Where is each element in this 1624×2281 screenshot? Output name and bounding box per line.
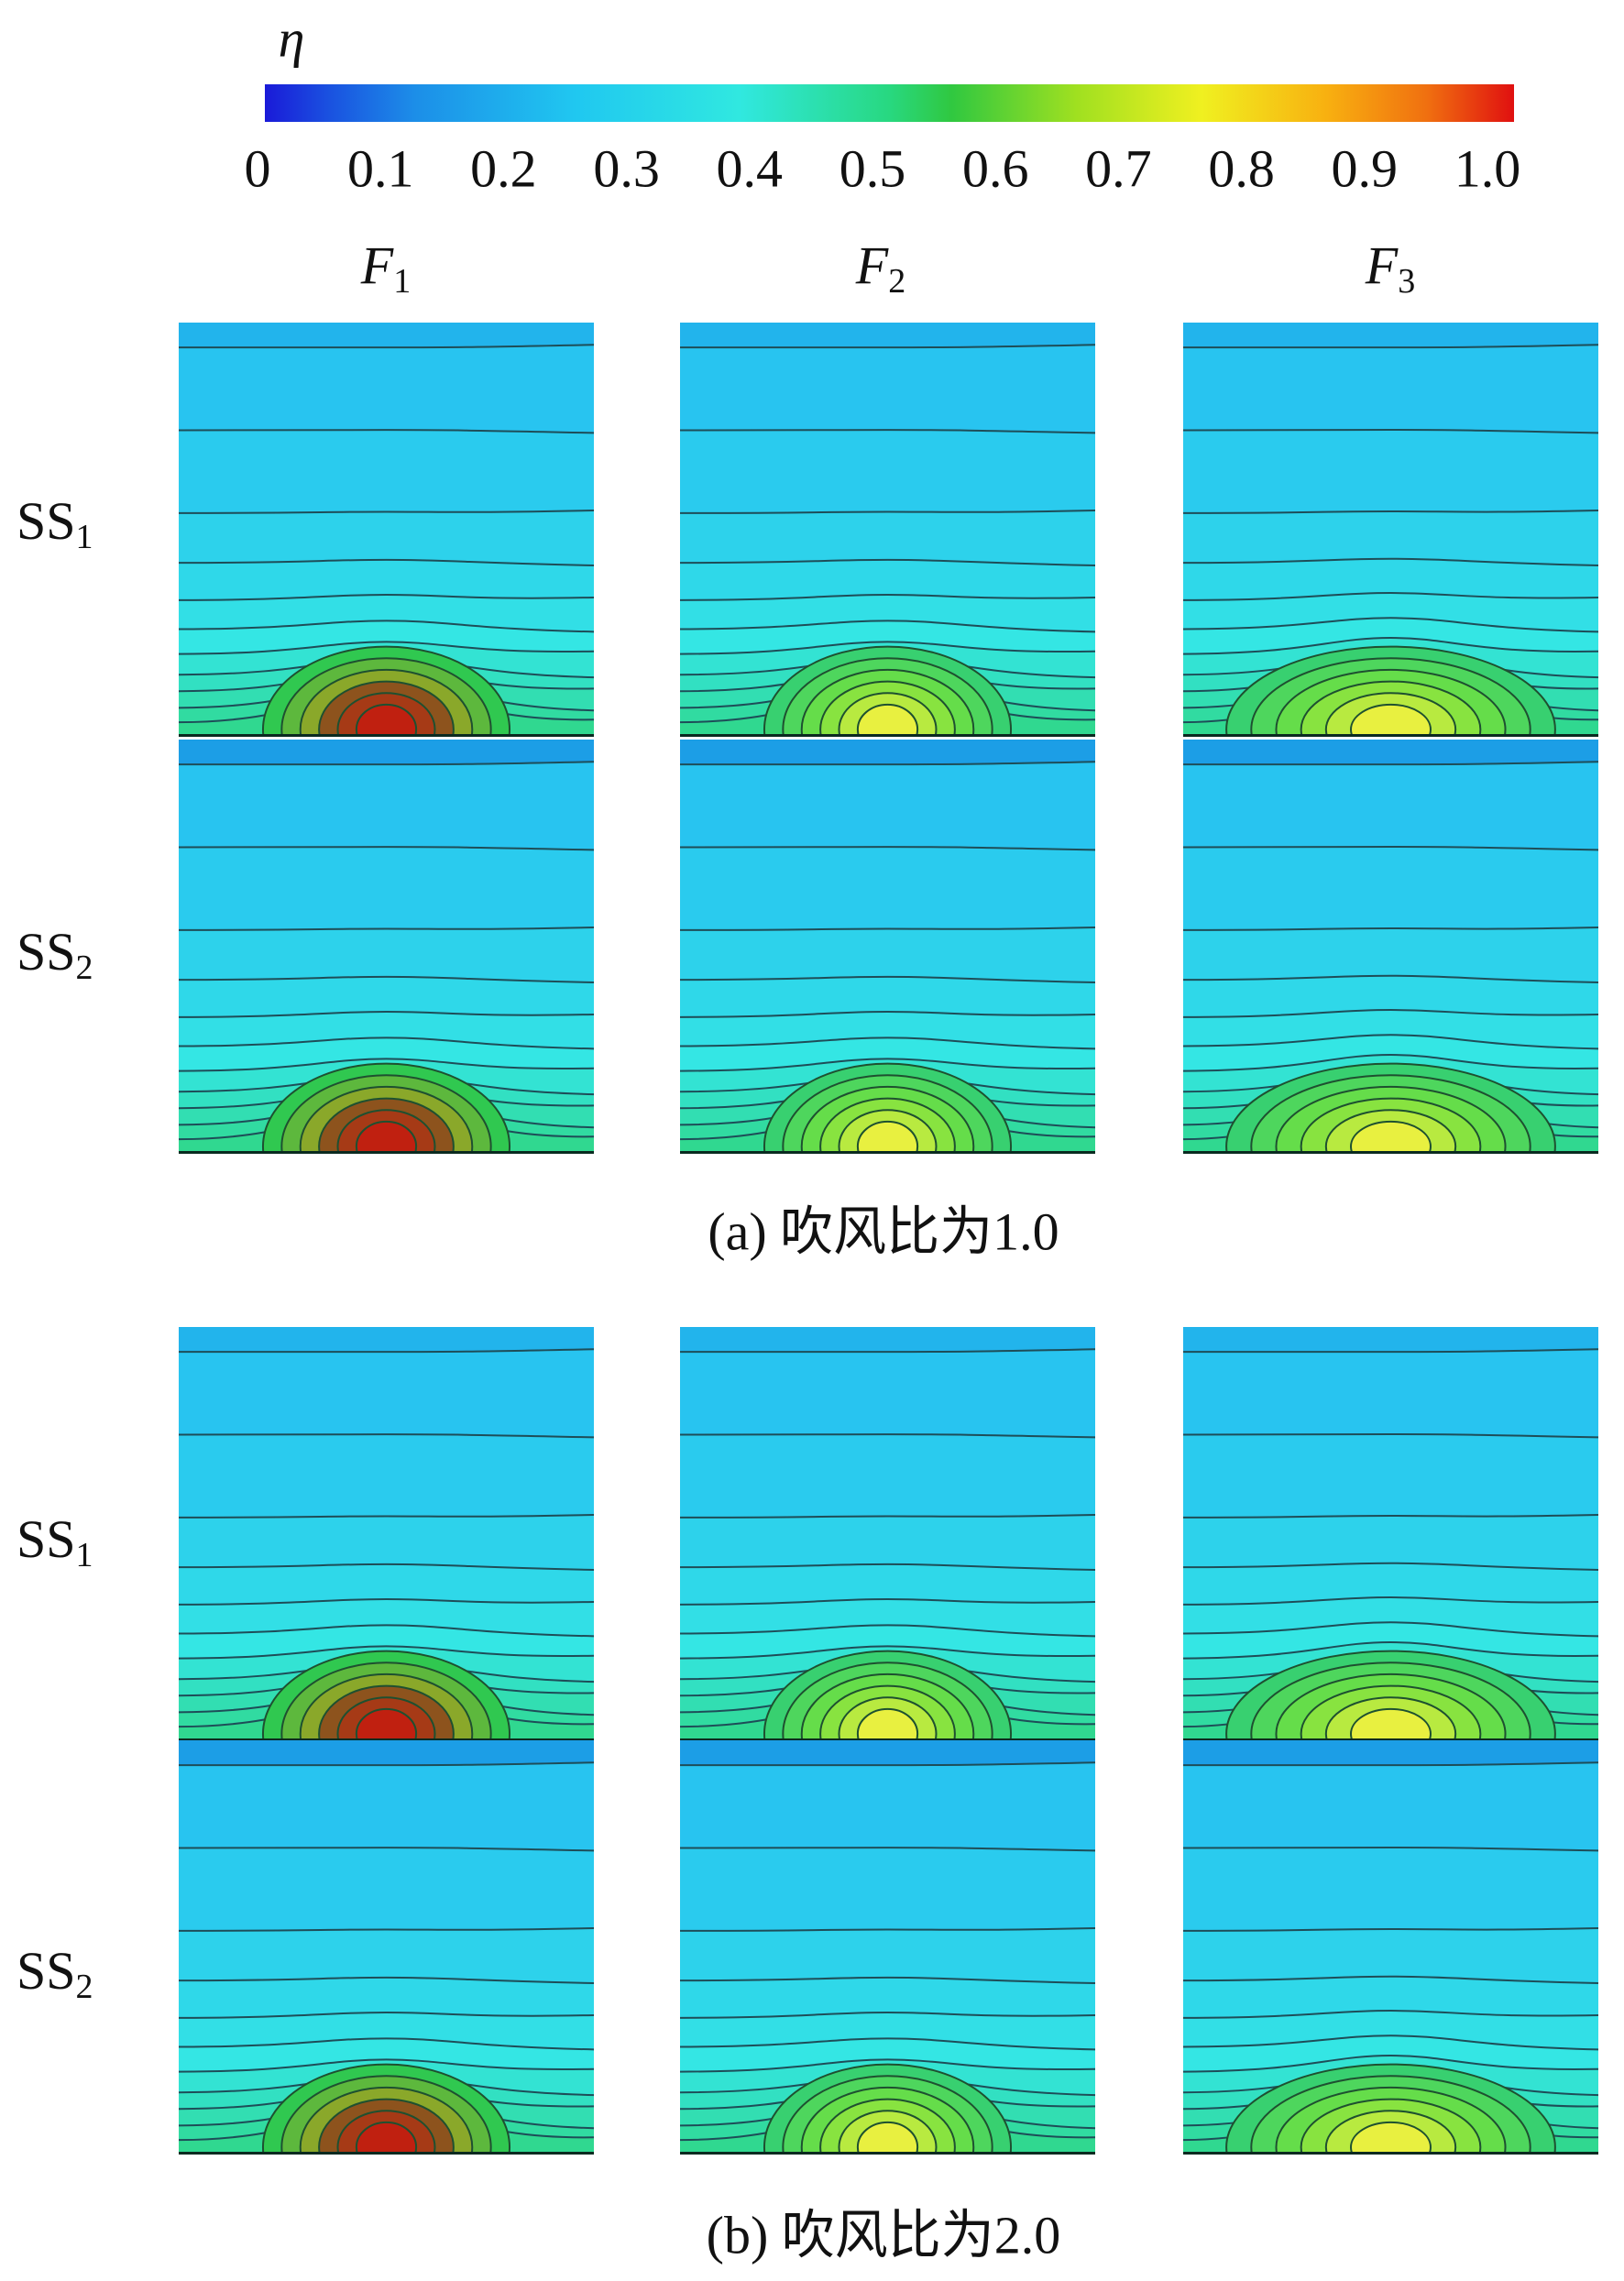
colorbar: [265, 84, 1514, 122]
row-label-symbol: SS: [16, 1941, 76, 2001]
contour-ring: [856, 1120, 919, 1154]
column-label: F3: [1365, 236, 1415, 300]
colorbar-tick-label: 0.3: [593, 138, 660, 198]
contour-ring: [355, 2121, 418, 2155]
colorbar-tick-label: 0.6: [962, 138, 1029, 198]
row-label: SS1: [16, 491, 93, 555]
contour-panel: [179, 740, 594, 1154]
contour-panel: [179, 1327, 594, 1741]
column-label: F2: [855, 236, 905, 300]
row-label-symbol: SS: [16, 922, 76, 981]
contour-ring: [856, 2121, 919, 2155]
column-label-symbol: F: [855, 236, 889, 295]
contour-ring: [1350, 1707, 1432, 1741]
row-label: SS2: [16, 1941, 93, 2005]
row-label-subscript: 2: [76, 949, 93, 987]
colorbar-tick-label: 0.4: [717, 138, 784, 198]
contour-ring: [856, 1707, 919, 1741]
row-label-subscript: 2: [76, 1968, 93, 2006]
contour-panel: [179, 1740, 594, 2155]
contour-ring: [355, 1707, 418, 1741]
contour-panel: [680, 1740, 1095, 2155]
colorbar-tick-label: 0.2: [470, 138, 537, 198]
row-label: SS2: [16, 922, 93, 986]
colorbar-tick-label: 1.0: [1454, 138, 1521, 198]
column-label-subscript: 3: [1398, 262, 1415, 301]
colorbar-tick-label: 0.7: [1085, 138, 1152, 198]
column-label-symbol: F: [1365, 236, 1399, 295]
row-label-subscript: 1: [76, 518, 93, 556]
colorbar-tick-label: 0.8: [1208, 138, 1275, 198]
contour-ring: [1350, 2121, 1432, 2155]
contour-panel: [680, 740, 1095, 1154]
contour-panel: [1183, 1740, 1598, 2155]
contour-panel: [680, 1327, 1095, 1741]
column-label-subscript: 2: [888, 262, 905, 301]
caption: (b) 吹风比为2.0: [707, 2205, 1061, 2265]
contour-ring: [355, 703, 418, 737]
column-label-subscript: 1: [393, 262, 411, 301]
column-label: F1: [360, 236, 411, 300]
contour-panel: [1183, 740, 1598, 1154]
colorbar-tick-label: 0.9: [1332, 138, 1399, 198]
row-label-symbol: SS: [16, 491, 76, 551]
contour-ring: [1350, 1120, 1432, 1154]
contour-ring: [856, 703, 919, 737]
row-label-subscript: 1: [76, 1536, 93, 1574]
contour-panel: [1183, 323, 1598, 737]
contour-panel: [179, 323, 594, 737]
row-label: SS1: [16, 1509, 93, 1574]
colorbar-tick-label: 0: [245, 138, 271, 198]
colorbar-tick-label: 0.5: [839, 138, 906, 198]
contour-ring: [1350, 703, 1432, 737]
contour-panel: [680, 323, 1095, 737]
row-label-symbol: SS: [16, 1509, 76, 1569]
contour-ring: [355, 1120, 418, 1154]
colorbar-label: η: [279, 8, 305, 68]
caption: (a) 吹风比为1.0: [708, 1201, 1059, 1261]
contour-panel: [1183, 1327, 1598, 1741]
colorbar-tick-label: 0.1: [347, 138, 414, 198]
column-label-symbol: F: [360, 236, 394, 295]
